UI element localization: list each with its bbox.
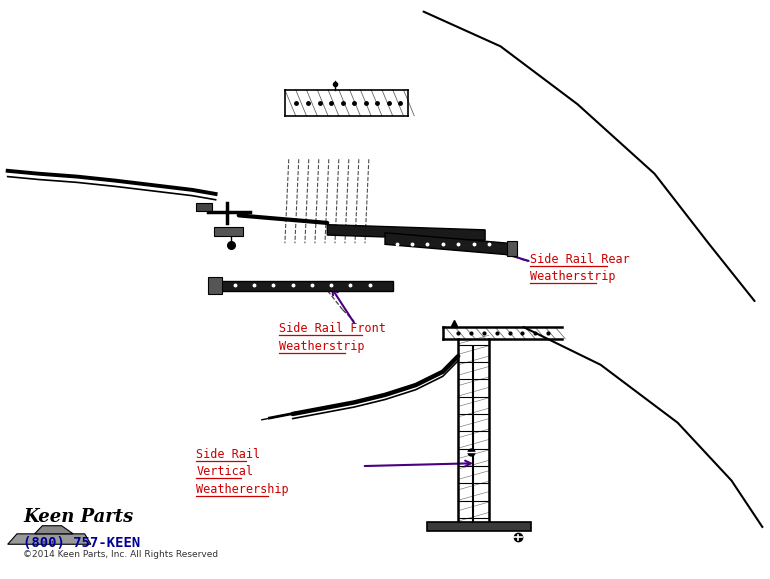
Polygon shape — [385, 233, 508, 255]
Text: Side Rail Rear: Side Rail Rear — [530, 253, 630, 266]
Polygon shape — [8, 534, 91, 544]
Polygon shape — [507, 241, 517, 256]
Text: Weatherership: Weatherership — [196, 483, 289, 496]
Polygon shape — [219, 281, 393, 291]
Text: ©2014 Keen Parts, Inc. All Rights Reserved: ©2014 Keen Parts, Inc. All Rights Reserv… — [23, 550, 218, 559]
Polygon shape — [196, 203, 212, 211]
Polygon shape — [427, 522, 531, 531]
Text: (800) 757-KEEN: (800) 757-KEEN — [23, 536, 140, 550]
Polygon shape — [35, 526, 73, 534]
Text: Side Rail Front: Side Rail Front — [279, 323, 386, 335]
Text: Side Rail: Side Rail — [196, 448, 260, 461]
Text: Weatherstrip: Weatherstrip — [530, 270, 615, 283]
Polygon shape — [208, 277, 222, 294]
Text: Vertical: Vertical — [196, 466, 253, 478]
Text: Weatherstrip: Weatherstrip — [279, 340, 364, 353]
Text: Keen Parts: Keen Parts — [23, 508, 133, 526]
Polygon shape — [214, 227, 243, 236]
Polygon shape — [327, 225, 485, 240]
